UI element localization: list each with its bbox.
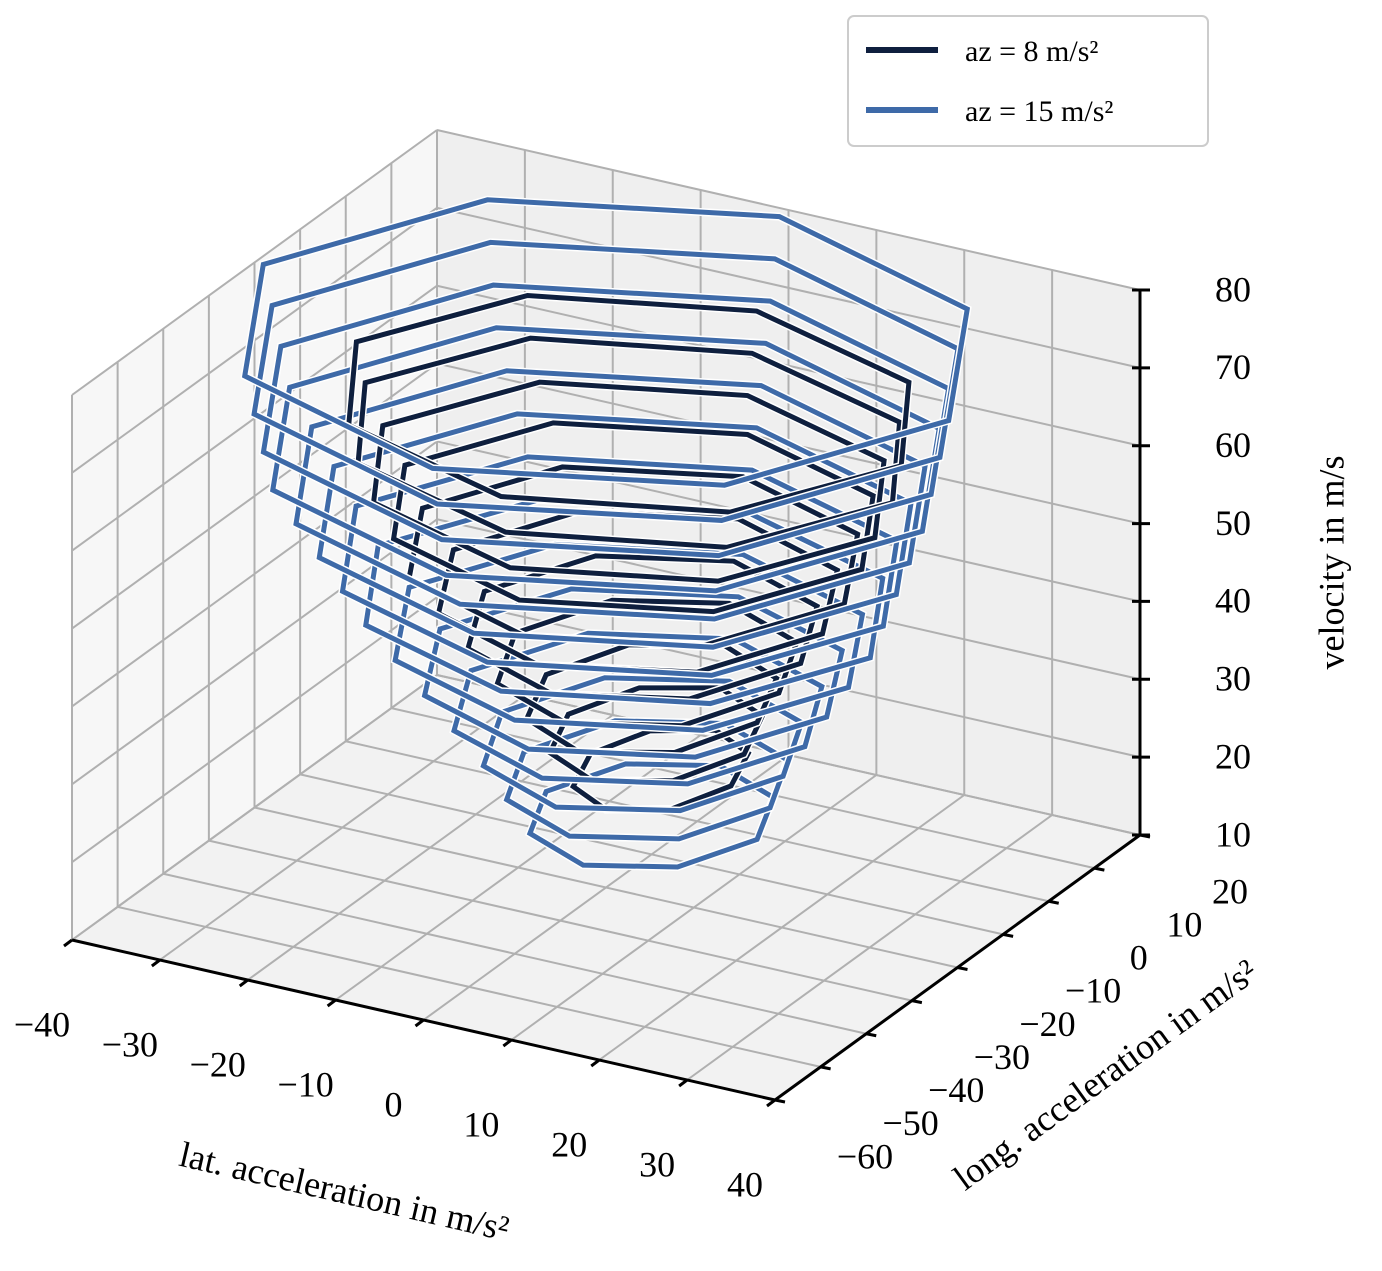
contour-ring	[370, 379, 887, 584]
x-tick-label: −10	[277, 1064, 333, 1104]
contour-ring	[503, 718, 791, 842]
x-tick-label: −40	[14, 1004, 70, 1044]
y-tick	[865, 1032, 877, 1038]
contour-ring	[241, 197, 971, 488]
x-tick-label: 30	[639, 1144, 675, 1184]
x-tick	[63, 938, 73, 948]
contour-ring	[392, 541, 866, 733]
y-tick-label: 0	[1130, 938, 1148, 978]
legend: az = 8 m/s² az = 15 m/s²	[847, 15, 1209, 147]
grid-line	[299, 773, 1004, 936]
x-tick-label: −20	[190, 1044, 246, 1084]
grid-line	[71, 129, 438, 396]
grid-line	[71, 596, 438, 863]
legend-label: az = 15 m/s²	[965, 95, 1113, 128]
y-tick	[1094, 866, 1105, 872]
y-tick-label: 10	[1166, 904, 1202, 944]
x-axis-label: lat. acceleration in m/s²	[176, 1134, 513, 1249]
contour-ring	[355, 335, 903, 550]
y-tick	[1048, 899, 1060, 905]
z-tick-label: 50	[1215, 503, 1251, 543]
contour-ring	[270, 325, 942, 594]
x-tick	[678, 1078, 689, 1088]
x-tick-label: 20	[551, 1124, 587, 1164]
y-tick-label: 20	[1212, 871, 1248, 911]
x-tick	[326, 998, 337, 1008]
z-axis-label: velocity in m/s	[1311, 456, 1351, 670]
legend-label: az = 8 m/s²	[965, 35, 1098, 68]
y-tick	[820, 1065, 831, 1071]
x-tick	[150, 958, 161, 968]
contour-ring	[346, 292, 912, 515]
y-tick-label: −10	[1065, 971, 1121, 1011]
grid-line	[436, 129, 1141, 291]
grid-line	[117, 905, 821, 1068]
contour-ring	[260, 282, 952, 559]
grid-line	[436, 206, 1141, 369]
z-tick-label: 10	[1215, 814, 1251, 854]
grid-line	[345, 740, 1049, 903]
y-tick	[1002, 932, 1014, 938]
contours	[240, 195, 972, 872]
x-tick	[766, 1098, 776, 1108]
x-tick	[414, 1018, 425, 1028]
y-tick-label: −20	[1019, 1004, 1075, 1044]
grid-line	[436, 284, 1141, 447]
contour-ring	[451, 630, 825, 787]
z-tick-label: 20	[1215, 736, 1251, 776]
z-tick-label: 60	[1215, 425, 1251, 465]
z-tick-label: 40	[1215, 581, 1251, 621]
y-tick	[911, 999, 923, 1005]
y-tick	[774, 1098, 786, 1104]
contour-ring	[251, 239, 961, 523]
x-tick	[502, 1038, 513, 1048]
y-tick	[957, 966, 968, 971]
x-tick-label: 40	[727, 1164, 763, 1204]
z-tick-label: 80	[1215, 269, 1251, 309]
y-tick-label: −40	[928, 1070, 984, 1110]
x-tick-label: 0	[385, 1084, 403, 1124]
grid-line	[71, 674, 438, 941]
grid-line	[208, 839, 913, 1002]
x-tick	[238, 978, 249, 988]
z-tick-label: 30	[1215, 659, 1251, 699]
y-tick-label: −30	[974, 1037, 1030, 1077]
z-tick-label: 70	[1215, 347, 1251, 387]
grid-line	[254, 806, 958, 969]
y-tick-label: −60	[837, 1136, 893, 1176]
grid-line	[163, 872, 867, 1035]
x-tick-label: 10	[463, 1104, 499, 1144]
y-tick-label: −50	[882, 1103, 938, 1143]
x-tick-label: −30	[102, 1024, 158, 1064]
contour-ring	[390, 420, 876, 615]
x-tick	[590, 1058, 601, 1068]
